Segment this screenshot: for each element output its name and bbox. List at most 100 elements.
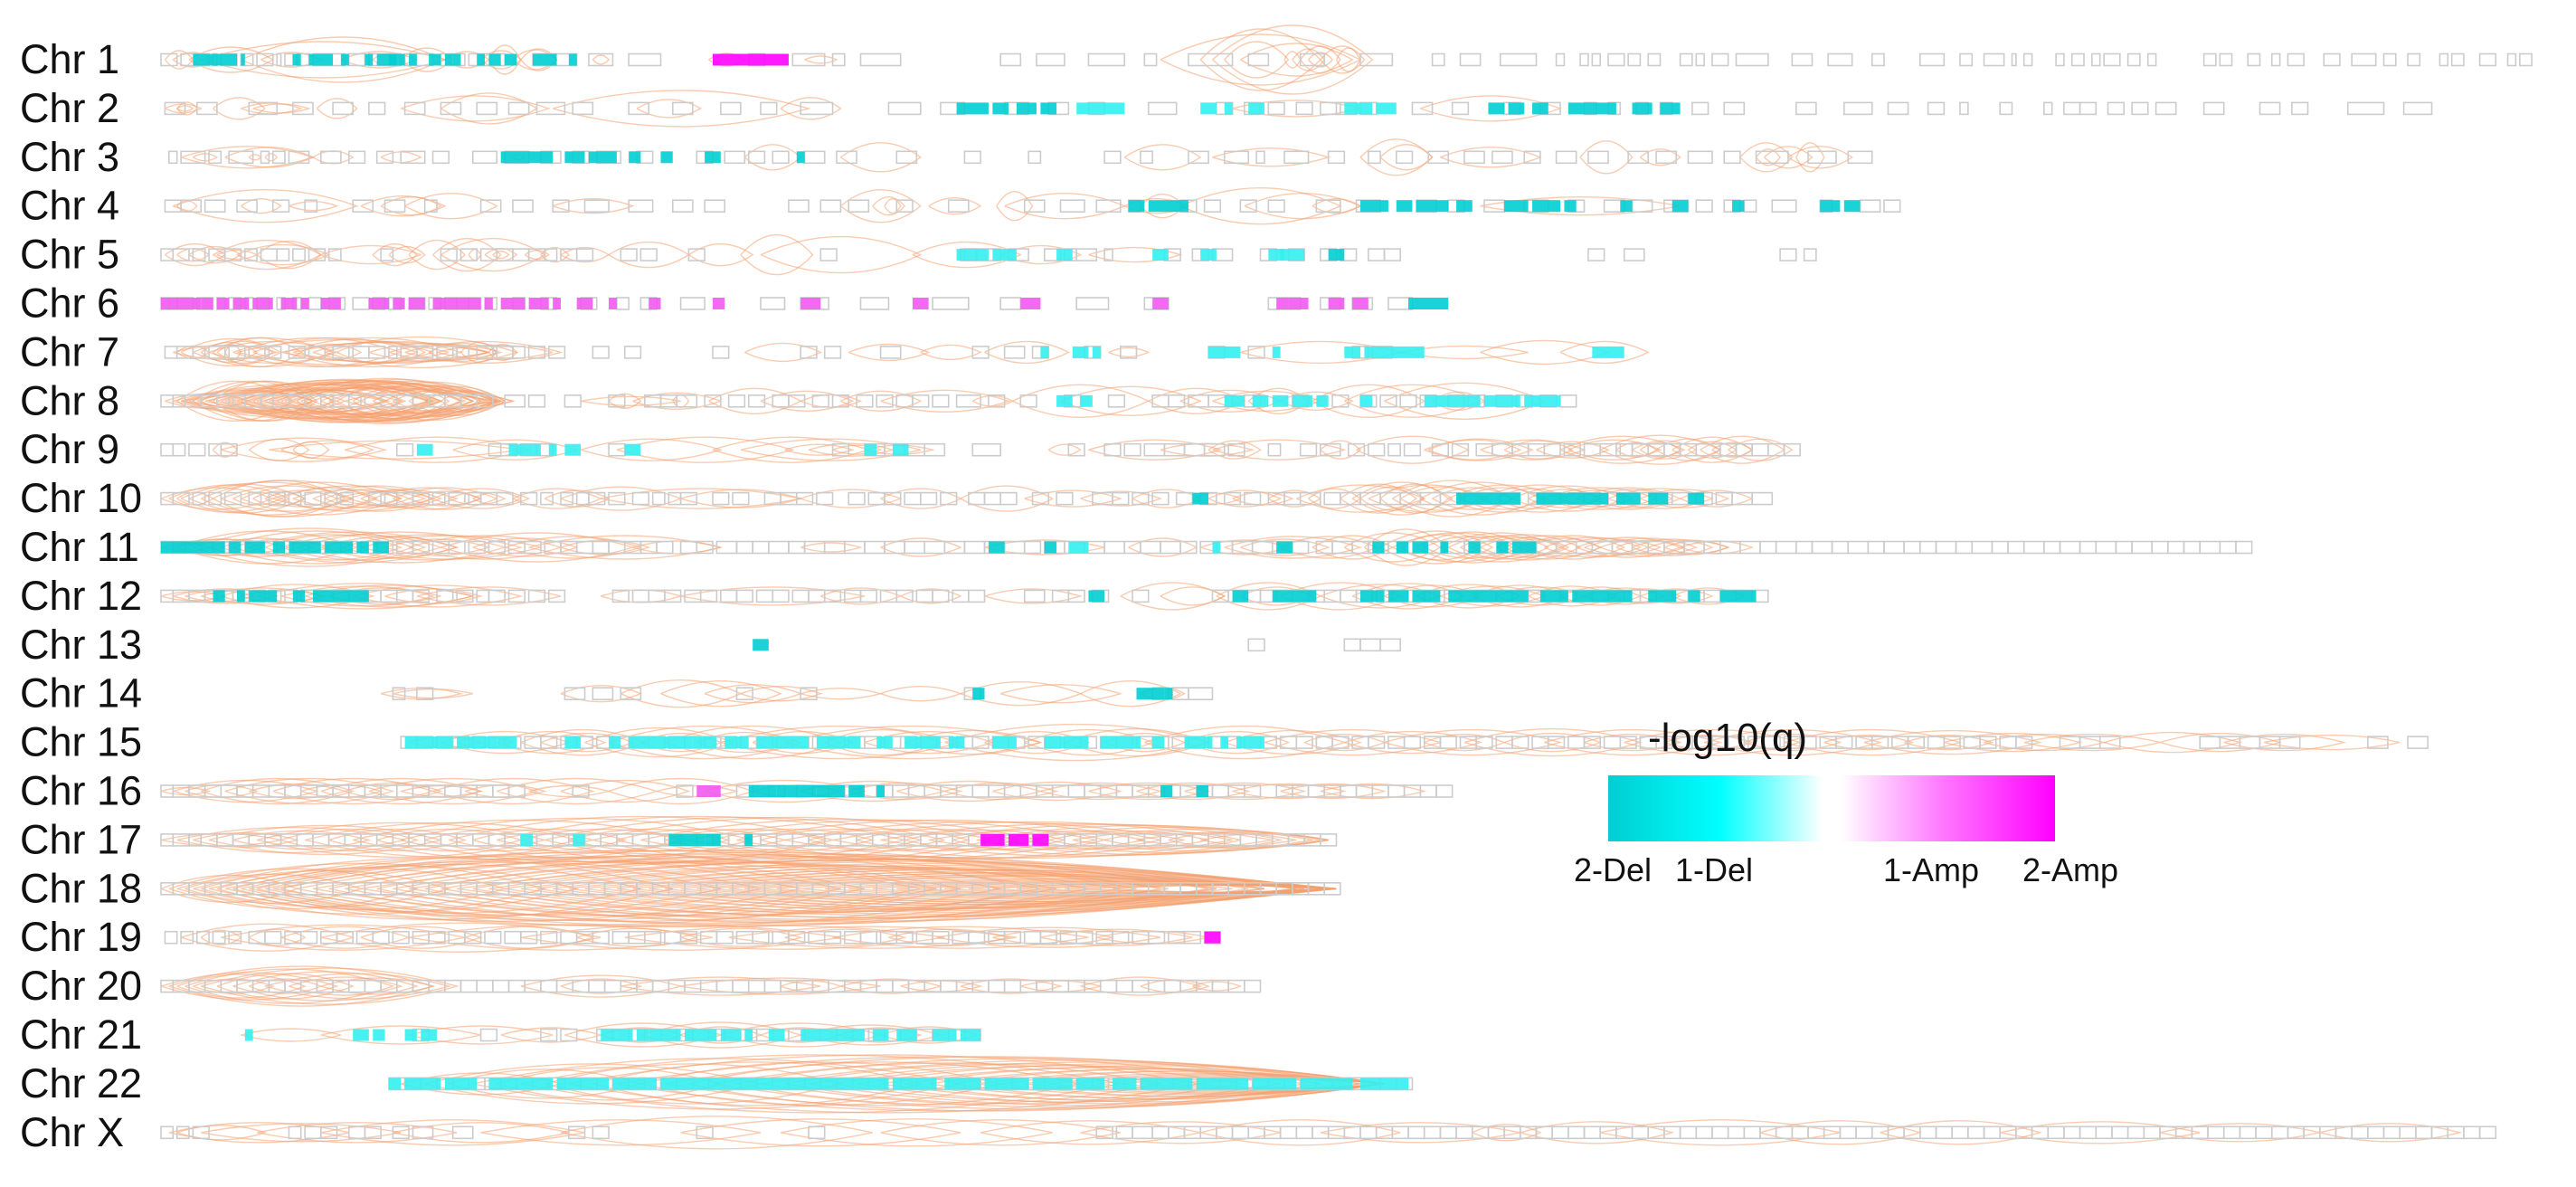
gene-box [1583,736,1602,749]
deletion-segment [1100,736,1141,749]
interaction-arc [984,588,1084,604]
interaction-arc [780,1118,1053,1147]
gene-box [431,491,446,506]
gene-box [512,248,530,261]
gene-box [1299,52,1326,67]
interaction-arc [1440,147,1542,168]
interaction-arc [560,539,651,556]
gene-box [1247,346,1265,359]
gene-box [440,248,458,261]
gene-box [192,491,206,506]
deletion-segment [564,151,585,164]
deletion-segment [404,1078,441,1090]
gene-box [172,442,186,457]
gene-box [1859,199,1881,213]
gene-box [1028,150,1042,165]
gene-box [1359,52,1394,67]
gene-box [1112,491,1130,506]
deletion-segment [1092,346,1101,358]
gene-box [223,491,242,506]
gene-box [1451,442,1470,457]
interaction-arc [1060,385,1203,416]
gene-box [1903,540,1921,555]
interaction-arc [320,387,435,414]
gene-box [228,930,242,945]
interaction-arc [1739,142,1794,173]
deletion-segment [1276,541,1293,554]
deletion-segment [616,1029,633,1041]
gene-box [1607,52,1625,67]
interaction-arc [680,586,866,606]
amplification-segment [1276,298,1289,309]
interaction-arc [269,440,521,460]
interaction-arc [236,338,450,366]
gene-box [2167,540,2185,555]
amplification-segment [500,298,526,309]
gene-box [679,540,698,555]
gene-box [1951,1125,1969,1140]
interaction-arc [620,976,821,996]
gene-box [1379,638,1401,652]
gene-box [760,297,786,310]
deletion-segment [1532,200,1560,213]
gene-box [1203,199,1222,213]
deletion-segment [816,736,861,749]
gene-box [1627,52,1642,67]
cnv-segments [753,639,769,651]
gene-box [1163,979,1181,993]
interaction-arcs [168,1116,2463,1150]
chromosome-row: Chr 1 [20,24,2533,95]
gene-box [1132,1125,1153,1140]
deletion-segment [1160,785,1173,797]
gene-box [592,1125,610,1140]
gene-box [1227,442,1245,457]
deletion-segment [892,443,909,456]
gene-box [2079,1125,2098,1140]
deletion-segment [409,53,417,66]
gene-box [892,784,910,798]
gene-box [1711,52,1729,67]
gene-box [1103,442,1122,457]
interaction-arc [388,343,504,362]
interaction-arc [920,344,982,361]
gene-box [1835,736,1853,749]
chromosome-label: Chr X [20,1109,124,1155]
interaction-arc [316,98,358,119]
gene-box [392,687,406,701]
gene-box [955,394,981,408]
deletion-segment [1592,346,1624,358]
deletion-segment [1820,200,1841,213]
interaction-arc [297,855,961,922]
gene-box [1647,52,1662,67]
gene-box [1559,394,1577,408]
gene-box [859,930,877,945]
gene-box [1023,199,1046,213]
gene-box [735,589,753,603]
interaction-arc [1047,443,1082,456]
gene-box [540,736,558,749]
legend-gradient-bar [1608,775,2055,841]
chromosome-row: Chr 16 [20,768,1454,814]
gene-box [919,491,938,506]
deletion-segment [1200,249,1217,261]
deletion-segment [1300,1078,1353,1090]
gene-box [1267,199,1285,213]
gene-box [2247,52,2261,67]
deletion-segment [308,53,334,66]
deletion-segment [685,1029,717,1041]
gene-box [752,540,770,555]
gene-box [2007,540,2025,555]
interaction-arc [580,395,681,406]
gene-box [1323,491,1341,506]
gene-box [575,491,590,506]
interaction-arc [200,341,259,363]
gene-box [684,589,702,603]
gene-box [1543,442,1561,457]
gene-box [859,297,890,310]
gene-box [848,199,870,213]
gene-box [623,346,642,359]
gene-box [1147,101,1178,116]
interaction-arc [213,380,318,422]
interaction-arc [944,782,1059,801]
interaction-arc [320,922,601,953]
